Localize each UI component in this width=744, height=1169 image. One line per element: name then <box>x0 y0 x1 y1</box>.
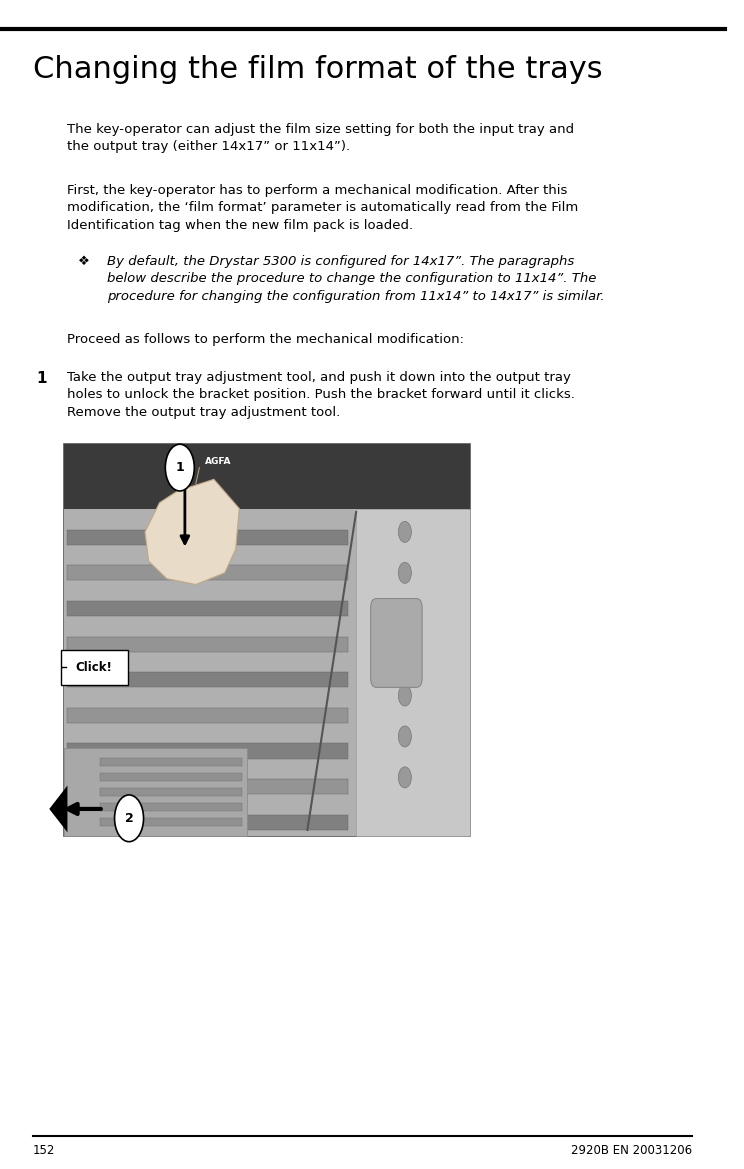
Circle shape <box>398 562 411 583</box>
FancyBboxPatch shape <box>68 708 348 722</box>
Circle shape <box>398 685 411 706</box>
Text: The key-operator can adjust the film size setting for both the input tray and
th: The key-operator can adjust the film siz… <box>67 123 574 153</box>
FancyBboxPatch shape <box>68 672 348 687</box>
FancyBboxPatch shape <box>100 773 242 781</box>
FancyBboxPatch shape <box>64 748 246 836</box>
Circle shape <box>165 444 194 491</box>
FancyBboxPatch shape <box>68 779 348 795</box>
Polygon shape <box>49 786 68 832</box>
Circle shape <box>398 726 411 747</box>
FancyBboxPatch shape <box>371 599 422 687</box>
Text: 152: 152 <box>33 1144 55 1157</box>
FancyBboxPatch shape <box>68 743 348 759</box>
Text: ❖: ❖ <box>78 255 90 268</box>
Text: AGFA: AGFA <box>205 457 231 466</box>
Text: 1: 1 <box>176 461 185 475</box>
FancyBboxPatch shape <box>68 601 348 616</box>
FancyBboxPatch shape <box>64 444 469 836</box>
Text: First, the key-operator has to perform a mechanical modification. After this
mod: First, the key-operator has to perform a… <box>67 184 578 231</box>
Text: Proceed as follows to perform the mechanical modification:: Proceed as follows to perform the mechan… <box>67 333 464 346</box>
FancyBboxPatch shape <box>64 509 356 836</box>
Text: Click!: Click! <box>76 660 112 675</box>
FancyBboxPatch shape <box>100 788 242 796</box>
Circle shape <box>398 521 411 542</box>
Circle shape <box>398 767 411 788</box>
Text: Take the output tray adjustment tool, and push it down into the output tray
hole: Take the output tray adjustment tool, an… <box>67 371 574 419</box>
Circle shape <box>115 795 144 842</box>
Polygon shape <box>145 479 240 584</box>
Text: Changing the film format of the trays: Changing the film format of the trays <box>33 55 602 84</box>
FancyBboxPatch shape <box>100 803 242 811</box>
FancyBboxPatch shape <box>68 636 348 652</box>
FancyBboxPatch shape <box>100 758 242 766</box>
FancyBboxPatch shape <box>61 650 128 685</box>
FancyBboxPatch shape <box>68 566 348 581</box>
Circle shape <box>398 603 411 624</box>
Text: 2: 2 <box>125 811 133 825</box>
Text: 2920B EN 20031206: 2920B EN 20031206 <box>571 1144 693 1157</box>
FancyBboxPatch shape <box>64 444 469 509</box>
Text: 1: 1 <box>36 371 47 386</box>
FancyBboxPatch shape <box>68 815 348 830</box>
FancyBboxPatch shape <box>100 818 242 826</box>
Circle shape <box>398 644 411 665</box>
FancyBboxPatch shape <box>68 530 348 545</box>
Text: By default, the Drystar 5300 is configured for 14x17”. The paragraphs
below desc: By default, the Drystar 5300 is configur… <box>107 255 605 303</box>
FancyBboxPatch shape <box>356 509 469 836</box>
